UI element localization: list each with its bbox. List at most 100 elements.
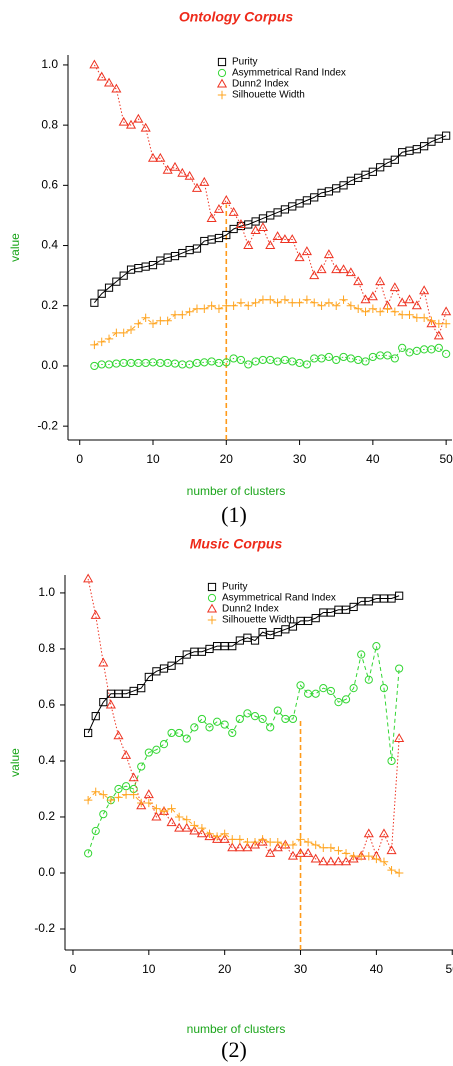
point	[379, 684, 389, 693]
legend-marker	[217, 90, 227, 100]
legend-label: Dunn2 Index	[222, 604, 279, 615]
point	[99, 698, 108, 707]
point	[235, 219, 247, 228]
point	[147, 152, 159, 162]
point	[190, 723, 199, 732]
point	[90, 340, 99, 350]
point	[372, 854, 381, 864]
series-line	[87, 646, 400, 854]
point	[112, 277, 121, 286]
point	[222, 230, 231, 240]
point	[121, 782, 131, 791]
point	[302, 360, 312, 369]
point	[338, 264, 349, 274]
point	[346, 354, 355, 363]
point	[310, 193, 319, 202]
point	[141, 313, 150, 322]
y-tick-label: 0.8	[41, 117, 58, 131]
point	[361, 357, 370, 366]
point	[310, 354, 319, 363]
point	[349, 684, 358, 693]
point	[334, 698, 343, 707]
legend-marker	[216, 78, 228, 88]
point	[214, 358, 224, 368]
series-line	[93, 135, 447, 304]
point	[96, 71, 107, 81]
point	[220, 829, 229, 838]
point	[310, 298, 319, 307]
point	[212, 832, 222, 841]
point	[243, 709, 252, 718]
x-tick-label: 30	[293, 452, 307, 466]
y-tick-label: 1.0	[41, 57, 58, 71]
point	[178, 310, 187, 319]
point	[236, 298, 246, 307]
point	[394, 868, 404, 878]
point	[190, 821, 199, 830]
point	[177, 167, 188, 177]
point	[228, 728, 237, 738]
legend-label: Asymmetrical Rand Index	[222, 593, 336, 604]
point	[272, 842, 283, 852]
y-tick-label: 0.4	[41, 238, 58, 252]
point	[159, 740, 169, 749]
point	[353, 276, 364, 286]
chart-title: Ontology Corpus	[179, 9, 294, 25]
point	[353, 304, 363, 313]
point	[387, 756, 396, 766]
point	[162, 164, 173, 174]
point	[397, 310, 407, 319]
point	[97, 337, 106, 347]
point	[128, 772, 139, 782]
x-tick-label: 0	[70, 962, 77, 976]
point	[441, 319, 451, 329]
point	[97, 289, 106, 298]
point	[206, 213, 217, 222]
point	[243, 837, 252, 847]
point	[340, 856, 352, 866]
legend-marker	[206, 603, 218, 613]
point	[98, 657, 109, 667]
point	[204, 831, 215, 841]
legend-marker	[207, 615, 217, 625]
point	[207, 301, 216, 310]
point	[266, 723, 275, 732]
point	[316, 264, 327, 274]
point	[376, 163, 385, 172]
point	[244, 360, 253, 369]
plot-area	[83, 573, 405, 950]
point	[296, 835, 305, 844]
point	[182, 734, 191, 743]
point	[311, 689, 320, 698]
point	[273, 298, 282, 307]
point	[280, 295, 290, 304]
point	[197, 823, 207, 833]
x-axis-label: number of clusters	[187, 1022, 286, 1036]
point	[311, 840, 320, 850]
point	[427, 316, 436, 325]
point	[227, 842, 238, 852]
point	[114, 784, 123, 794]
point	[361, 307, 370, 316]
series-line	[87, 578, 400, 863]
point	[395, 664, 404, 673]
point	[105, 699, 116, 709]
point	[420, 142, 429, 151]
point	[235, 835, 245, 844]
y-tick-label: 0.4	[38, 753, 55, 767]
point	[412, 313, 422, 322]
point	[196, 828, 207, 838]
point	[114, 793, 123, 802]
point	[309, 270, 320, 280]
x-tick-label: 20	[220, 452, 234, 466]
point	[242, 842, 253, 852]
point	[433, 330, 444, 340]
point	[84, 728, 93, 738]
point	[181, 822, 192, 832]
point	[250, 837, 260, 847]
legend-marker	[217, 68, 227, 78]
point	[323, 249, 334, 259]
point	[99, 810, 108, 819]
point	[303, 837, 313, 847]
point	[143, 789, 154, 799]
